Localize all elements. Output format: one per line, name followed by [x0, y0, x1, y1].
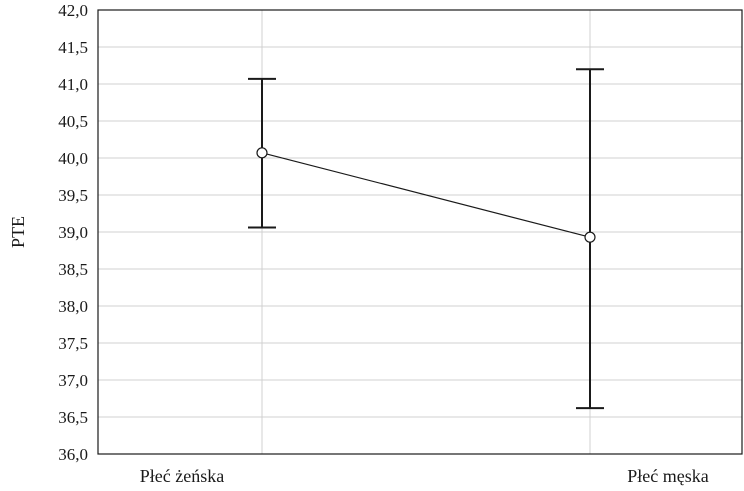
y-tick-label: 40,0	[58, 149, 88, 168]
y-axis-ticks: 36,0 36,5 37,0 37,5 38,0 38,5 39,0 39,5 40,0 40,5…	[58, 1, 88, 464]
data-point	[256, 147, 268, 159]
plot-frame	[97, 9, 743, 455]
data-point	[584, 231, 596, 243]
y-tick-label: 36,5	[58, 408, 88, 427]
x-category-label: Płeć męska	[627, 466, 708, 486]
x-category-label: Płeć żeńska	[140, 466, 224, 486]
y-tick-label: 37,5	[58, 334, 88, 353]
y-tick-label: 41,5	[58, 38, 88, 57]
y-axis-label: PTE	[8, 216, 28, 248]
y-tick-label: 39,5	[58, 186, 88, 205]
error-bars	[248, 68, 604, 410]
y-tick-label: 39,0	[58, 223, 88, 242]
y-tick-label: 38,5	[58, 260, 88, 279]
y-tick-label: 38,0	[58, 297, 88, 316]
y-tick-label: 37,0	[58, 371, 88, 390]
x-axis-category-labels: Płeć żeńska Płeć męska	[140, 466, 709, 486]
y-tick-label: 41,0	[58, 75, 88, 94]
data-points	[256, 147, 596, 243]
series-line	[261, 152, 591, 238]
y-tick-label: 36,0	[58, 445, 88, 464]
y-tick-label: 40,5	[58, 112, 88, 131]
y-tick-label: 42,0	[58, 1, 88, 20]
mean-line	[261, 152, 591, 238]
gridlines	[98, 10, 742, 454]
